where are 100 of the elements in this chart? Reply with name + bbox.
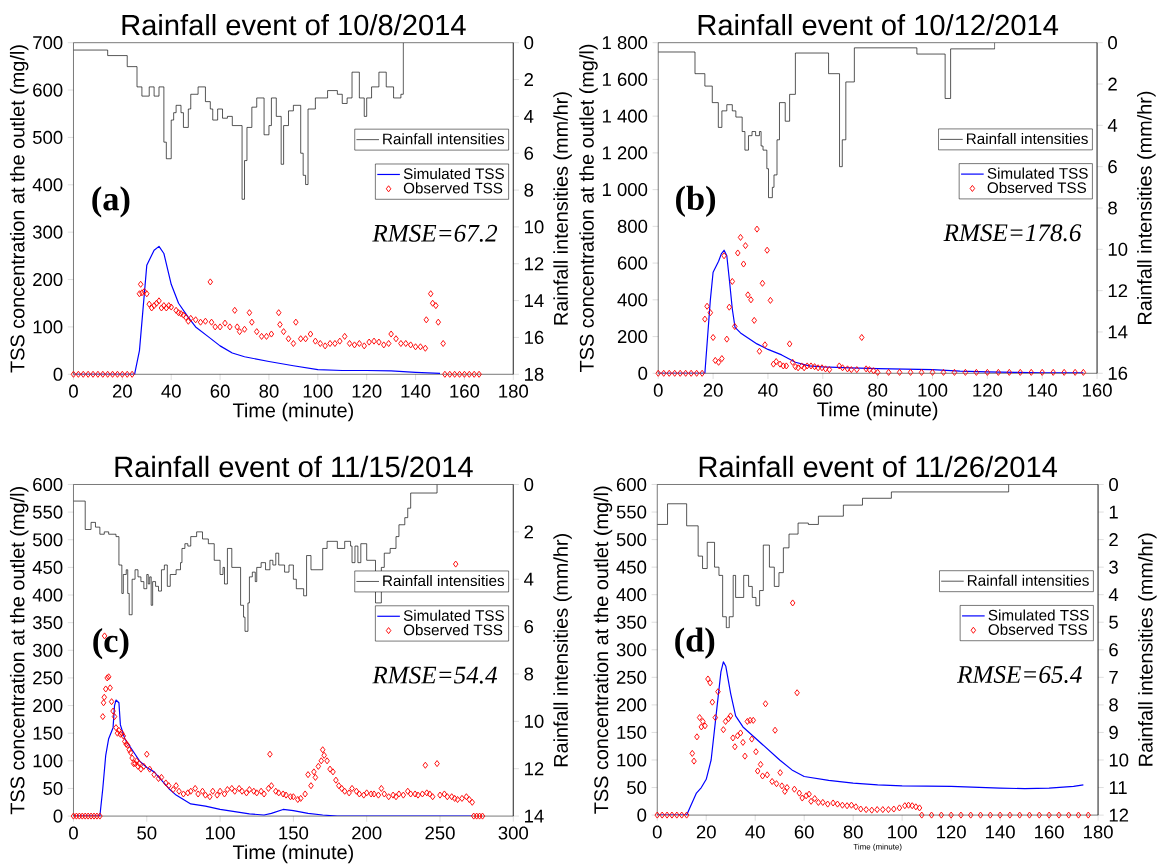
x-tick-label: 50 xyxy=(137,826,157,840)
y-tick-label: 0 xyxy=(53,809,63,823)
legend-label: Rainfall intensities xyxy=(967,133,1088,145)
y-tick-label: 350 xyxy=(32,616,63,630)
y-tick-label: 100 xyxy=(617,753,647,767)
y-tick-label: 600 xyxy=(33,83,63,97)
y2-tick-label: 6 xyxy=(524,146,534,161)
y-tick-label: 100 xyxy=(33,754,63,768)
y-tick-label: 400 xyxy=(616,588,647,602)
x-tick-label: 180 xyxy=(1084,825,1113,839)
x-tick-label: 120 xyxy=(973,383,1003,397)
annotation: (a) xyxy=(92,186,130,218)
chart-title: Rainfall event of 10/12/2014 xyxy=(698,14,1059,36)
x-tick-label: 60 xyxy=(813,383,833,397)
y-tick-label: 150 xyxy=(617,726,647,740)
x-tick-label: 160 xyxy=(1083,383,1112,397)
y-axis-title: TSS concentration at the outlet (mg/l) xyxy=(593,486,613,815)
y-axis-title: TSS concentration at the outlet (mg/l) xyxy=(579,45,598,373)
x-tick-label: 120 xyxy=(937,825,966,839)
y-tick-label: 50 xyxy=(43,782,63,796)
y-tick-label: 500 xyxy=(616,533,647,547)
y2-tick-label: 14 xyxy=(525,294,544,308)
x-tick-label: 0 xyxy=(69,826,78,840)
y2-tick-label: 0 xyxy=(1109,478,1118,492)
annotation: (b) xyxy=(676,186,716,218)
chart-title: Rainfall event of 11/26/2014 xyxy=(699,455,1058,478)
legend-label: Simulated TSS xyxy=(988,609,1089,621)
y-tick-label: 1 800 xyxy=(602,36,648,50)
y-tick-label: 0 xyxy=(53,367,63,382)
x-tick-label: 100 xyxy=(303,384,333,398)
x-tick-label: 120 xyxy=(352,384,382,398)
y2-tick-label: 6 xyxy=(1109,643,1118,657)
x-tick-label: 40 xyxy=(758,383,778,397)
y2-tick-label: 16 xyxy=(525,331,544,345)
y2-tick-label: 4 xyxy=(524,573,534,586)
y2-tick-label: 9 xyxy=(1109,726,1118,740)
y-tick-label: 350 xyxy=(616,615,647,630)
x-tick-label: 40 xyxy=(745,825,765,839)
y-tick-label: 300 xyxy=(32,643,63,658)
x-tick-label: 250 xyxy=(425,826,455,840)
legend-label: Rainfall intensities xyxy=(383,133,505,145)
legend-label: Observed TSS xyxy=(987,182,1087,194)
legend-label: Simulated TSS xyxy=(987,167,1088,179)
y2-tick-label: 0 xyxy=(524,478,534,492)
legend-label: Observed TSS xyxy=(403,624,503,636)
y-tick-label: 550 xyxy=(32,505,63,519)
y2-tick-label: 8 xyxy=(524,667,534,681)
y2-tick-label: 10 xyxy=(525,714,544,729)
y-tick-label: 150 xyxy=(33,726,63,740)
x-tick-label: 140 xyxy=(401,384,431,398)
y2-axis-title: Rainfall intensities (mm/hr) xyxy=(1137,91,1156,325)
y2-axis-title: Rainfall intensities (mm/hr) xyxy=(553,534,572,767)
y2-tick-label: 0 xyxy=(1108,36,1117,50)
annotation: (c) xyxy=(93,628,129,660)
annotation: RMSE=178.6 xyxy=(943,224,1082,242)
y-tick-label: 200 xyxy=(33,699,63,713)
y-tick-label: 400 xyxy=(32,588,63,602)
y2-tick-label: 12 xyxy=(1108,284,1128,298)
x-tick-label: 80 xyxy=(259,384,279,398)
y-tick-label: 0 xyxy=(638,366,648,381)
legend-label: Rainfall intensities xyxy=(383,575,505,587)
y2-tick-label: 8 xyxy=(1109,698,1118,712)
y-tick-label: 0 xyxy=(637,808,647,822)
y-tick-label: 600 xyxy=(33,478,63,492)
y-tick-label: 400 xyxy=(617,293,648,307)
y2-tick-label: 2 xyxy=(524,525,534,539)
y-tick-label: 300 xyxy=(616,643,647,657)
y2-tick-label: 4 xyxy=(524,110,534,123)
y2-tick-label: 0 xyxy=(524,36,534,50)
chart-title: Rainfall event of 10/8/2014 xyxy=(122,14,466,36)
y-tick-label: 450 xyxy=(32,561,63,575)
y-axis-title: TSS concentration at the outlet (mg/l) xyxy=(9,487,29,815)
y2-tick-label: 16 xyxy=(1108,366,1128,381)
y-tick-label: 250 xyxy=(33,671,63,685)
y-tick-label: 200 xyxy=(617,330,648,344)
x-tick-label: 0 xyxy=(653,383,663,397)
y-tick-label: 800 xyxy=(617,220,648,234)
y2-tick-label: 4 xyxy=(1107,119,1118,132)
y2-tick-label: 3 xyxy=(1109,560,1118,574)
y-tick-label: 450 xyxy=(616,560,647,574)
y2-tick-label: 11 xyxy=(1109,781,1127,795)
x-tick-label: 80 xyxy=(843,825,863,839)
x-tick-label: 160 xyxy=(450,384,480,398)
x-tick-label: 150 xyxy=(279,826,309,840)
x-tick-label: 200 xyxy=(352,826,382,840)
y-tick-label: 1 400 xyxy=(602,109,648,123)
y-tick-label: 200 xyxy=(33,273,63,287)
x-tick-label: 300 xyxy=(498,826,529,840)
y-tick-label: 500 xyxy=(32,131,63,145)
y2-tick-label: 6 xyxy=(1108,160,1117,174)
y-tick-label: 400 xyxy=(32,178,63,192)
x-tick-label: 40 xyxy=(161,384,181,398)
y-tick-label: 100 xyxy=(33,320,63,334)
y2-tick-label: 8 xyxy=(524,183,534,197)
y-tick-label: 550 xyxy=(616,505,647,519)
y2-tick-label: 2 xyxy=(1109,533,1118,547)
y2-tick-label: 10 xyxy=(1109,753,1129,767)
y2-tick-label: 14 xyxy=(525,809,544,823)
x-tick-label: 140 xyxy=(1028,383,1057,397)
y-tick-label: 50 xyxy=(627,781,647,795)
